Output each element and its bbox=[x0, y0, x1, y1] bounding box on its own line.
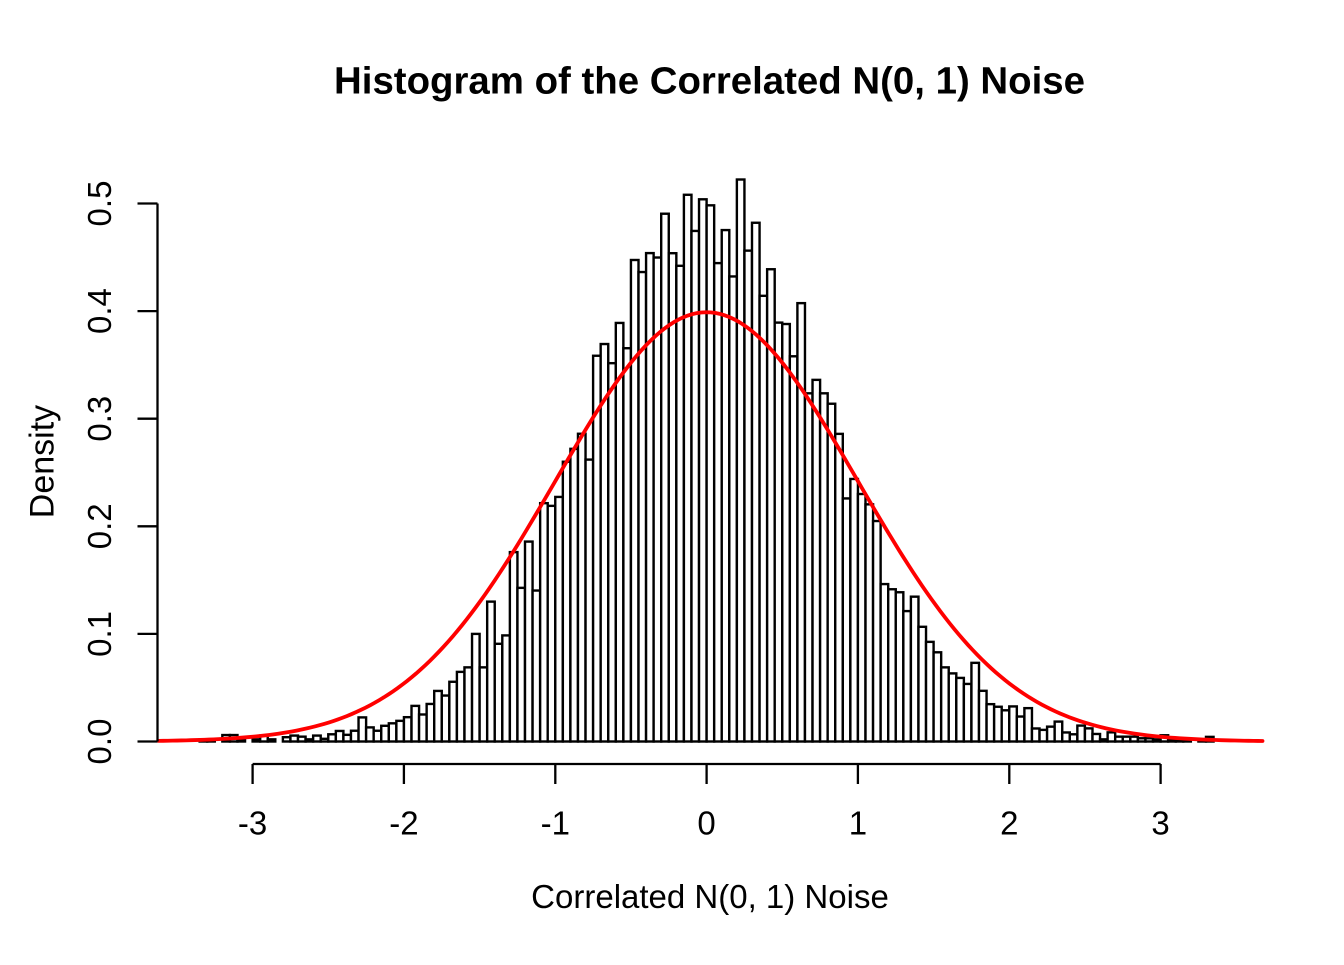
svg-text:2: 2 bbox=[1000, 805, 1018, 842]
svg-text:0.0: 0.0 bbox=[81, 719, 118, 765]
svg-text:Correlated N(0, 1) Noise: Correlated N(0, 1) Noise bbox=[531, 878, 889, 915]
svg-text:3: 3 bbox=[1151, 805, 1169, 842]
svg-text:0.1: 0.1 bbox=[81, 611, 118, 657]
svg-text:0.5: 0.5 bbox=[81, 181, 118, 227]
svg-text:Histogram of the Correlated N(: Histogram of the Correlated N(0, 1) Nois… bbox=[334, 60, 1085, 103]
svg-text:0.3: 0.3 bbox=[81, 396, 118, 442]
svg-text:0.2: 0.2 bbox=[81, 503, 118, 549]
svg-text:1: 1 bbox=[849, 805, 867, 842]
svg-text:-3: -3 bbox=[238, 805, 267, 842]
svg-text:-2: -2 bbox=[389, 805, 418, 842]
svg-text:0.4: 0.4 bbox=[81, 288, 118, 334]
svg-text:0: 0 bbox=[697, 805, 715, 842]
svg-text:-1: -1 bbox=[541, 805, 570, 842]
svg-text:Density: Density bbox=[24, 405, 62, 518]
